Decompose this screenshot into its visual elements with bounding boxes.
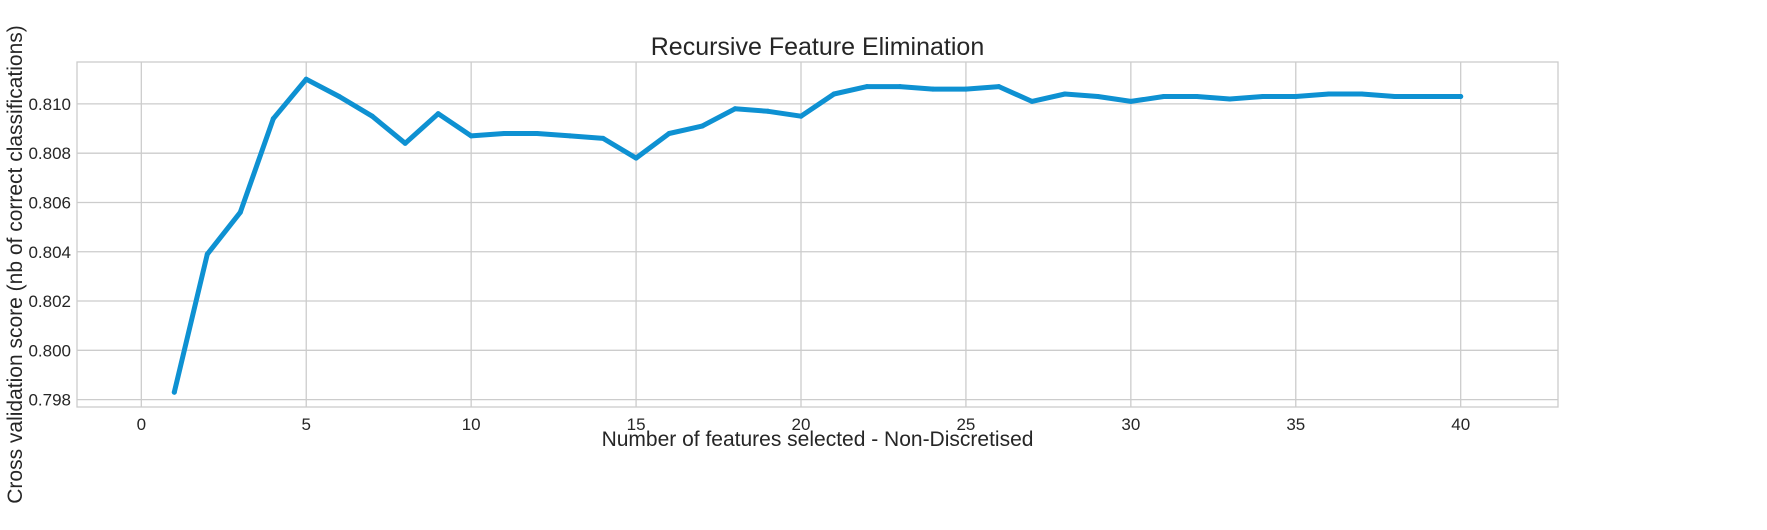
y-axis-title: Cross validation score (nb of correct cl… xyxy=(4,25,27,504)
chart-title: Recursive Feature Elimination xyxy=(651,33,984,61)
cv-score-point xyxy=(1029,98,1035,104)
cv-score-point xyxy=(1425,94,1431,99)
cv-score-point xyxy=(567,133,573,139)
cv-score-point xyxy=(468,133,474,139)
cv-score-point xyxy=(996,84,1002,90)
cv-score-point xyxy=(831,91,837,97)
cv-score-point xyxy=(237,209,243,215)
y-tick-label: 0.806 xyxy=(28,193,71,212)
cv-score-point xyxy=(1194,94,1200,99)
cv-score-point xyxy=(1128,98,1134,104)
cv-score-point xyxy=(369,113,375,119)
cv-score-point xyxy=(534,131,540,136)
cv-score-line xyxy=(171,76,1464,395)
cv-score-point xyxy=(336,94,342,99)
cv-score-point xyxy=(930,86,936,92)
cv-score-point xyxy=(600,135,606,141)
x-tick-label: 15 xyxy=(627,415,646,434)
series-layer xyxy=(171,76,1464,395)
cv-score-point xyxy=(1458,94,1464,99)
x-tick-label: 5 xyxy=(302,415,311,434)
x-tick-label: 25 xyxy=(956,415,975,434)
cv-score-point xyxy=(1161,94,1167,99)
x-axis-ticks: 0 5 10 15 20 25 30 35 40 xyxy=(137,415,1471,434)
cv-score-point xyxy=(501,131,507,136)
grid-lines xyxy=(77,62,1558,407)
cv-score-point xyxy=(864,84,870,90)
cv-score-point xyxy=(1359,91,1365,97)
y-tick-label: 0.800 xyxy=(28,341,71,360)
cv-score-point xyxy=(270,116,276,122)
cv-score-point xyxy=(1392,94,1398,99)
cv-score-point xyxy=(204,251,210,257)
cv-score-point xyxy=(798,113,804,119)
cv-score-point xyxy=(732,106,738,112)
cv-score-point xyxy=(171,389,177,395)
cv-score-point xyxy=(1227,96,1233,102)
cv-score-point xyxy=(435,111,441,117)
y-tick-label: 0.810 xyxy=(28,95,71,114)
cv-score-point xyxy=(402,140,408,146)
y-tick-label: 0.804 xyxy=(28,243,71,262)
cv-score-point xyxy=(765,108,771,114)
cv-score-point xyxy=(633,155,639,161)
cv-score-point xyxy=(1326,91,1332,97)
x-tick-label: 0 xyxy=(137,415,146,434)
cv-score-point xyxy=(666,131,672,136)
cv-score-point xyxy=(1095,94,1101,99)
cv-score-point xyxy=(303,76,309,82)
x-tick-label: 20 xyxy=(792,415,811,434)
y-tick-label: 0.798 xyxy=(28,391,71,410)
x-tick-label: 40 xyxy=(1451,415,1470,434)
plot-frame xyxy=(76,61,1559,408)
y-tick-label: 0.808 xyxy=(28,144,71,163)
x-axis-title: Number of features selected - Non-Discre… xyxy=(602,428,1034,451)
y-tick-label: 0.802 xyxy=(28,292,71,311)
cv-score-point xyxy=(897,84,903,90)
cv-score-point xyxy=(1293,94,1299,99)
cv-score-point xyxy=(963,86,969,92)
cv-score-point xyxy=(1062,91,1068,97)
cv-score-point xyxy=(699,123,705,129)
y-axis-ticks: 0.798 0.800 0.802 0.804 0.806 0.808 0.810 xyxy=(28,95,71,410)
x-tick-label: 30 xyxy=(1121,415,1140,434)
cv-score-point xyxy=(1260,94,1266,99)
x-tick-label: 35 xyxy=(1286,415,1305,434)
x-tick-label: 10 xyxy=(462,415,481,434)
